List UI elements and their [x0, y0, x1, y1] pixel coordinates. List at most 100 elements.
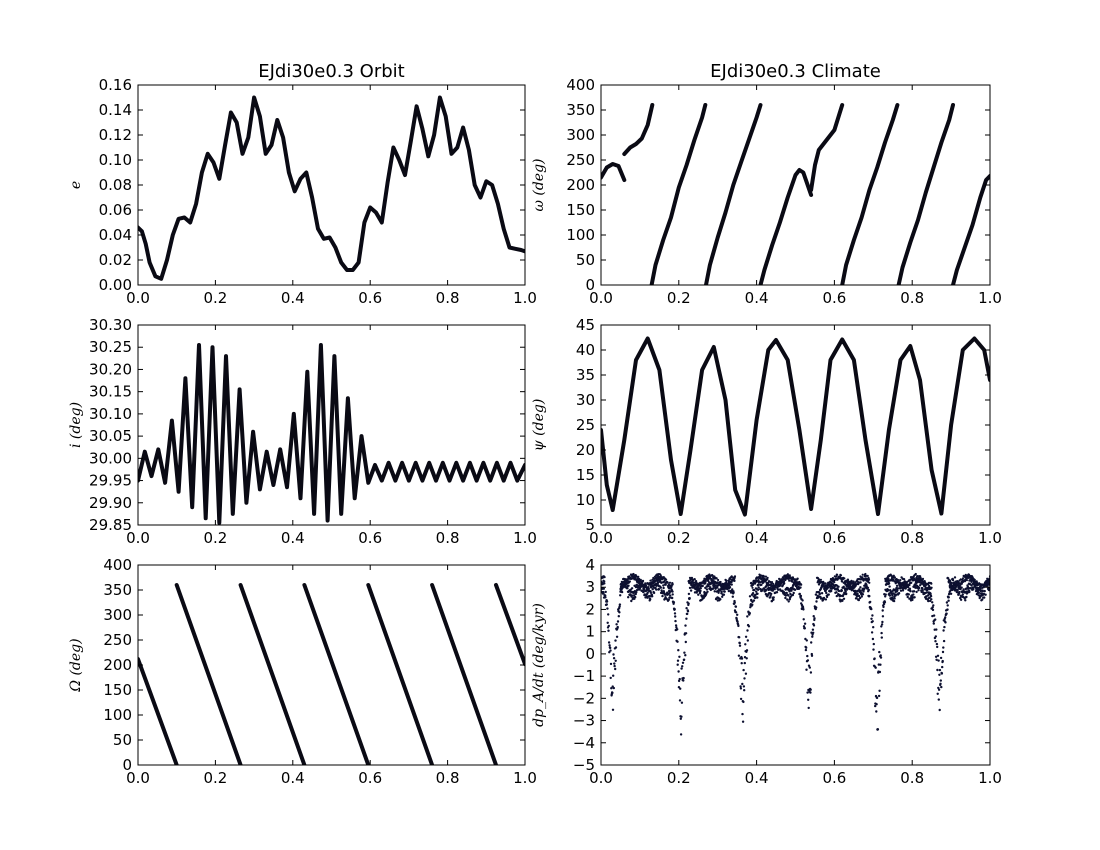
data-point — [801, 599, 804, 602]
data-point — [934, 635, 937, 638]
data-point — [632, 594, 636, 597]
y-tick-label: 300 — [103, 606, 132, 624]
data-point — [973, 581, 976, 584]
data-point — [943, 625, 946, 629]
x-tick-label: 0.8 — [436, 289, 460, 307]
x-tick-label: 0.8 — [436, 529, 460, 547]
y-tick-label: 0.02 — [99, 251, 132, 269]
x-tick-label: 0.6 — [358, 529, 382, 547]
data-point — [908, 587, 912, 590]
data-point — [751, 592, 755, 595]
data-point — [919, 584, 922, 587]
series-line-3 — [302, 583, 371, 765]
panel-climate-omega: 0.0 0.2 0.4 0.6 0.8 1.0 0 50 100 150 200 250 300 350 4… — [531, 61, 1002, 307]
data-point — [972, 588, 975, 591]
y-tick-label: 30.20 — [89, 360, 132, 378]
data-point — [881, 615, 885, 618]
data-point — [938, 668, 942, 672]
y-tick-label: 1 — [585, 623, 595, 641]
data-point — [893, 576, 897, 579]
panel-title: EJdi30e0.3 Orbit — [258, 61, 405, 82]
data-point — [602, 587, 605, 590]
data-point — [936, 668, 939, 672]
data-point — [726, 585, 729, 588]
data-point — [732, 591, 735, 594]
data-point — [881, 609, 884, 612]
data-point — [659, 574, 662, 577]
data-point — [613, 664, 616, 668]
data-point — [870, 617, 873, 620]
y-axis-label: ψ (deg) — [531, 399, 547, 452]
data-point — [841, 599, 844, 602]
data-point — [935, 658, 938, 661]
data-point — [607, 613, 610, 616]
data-point — [793, 588, 797, 591]
data-point — [616, 625, 619, 629]
data-point — [604, 590, 607, 594]
x-tick-label: 0.6 — [358, 289, 382, 307]
data-point — [761, 576, 764, 580]
data-point — [786, 598, 789, 601]
data-point — [603, 576, 606, 579]
data-point — [947, 599, 950, 602]
data-point — [684, 640, 687, 644]
data-point — [739, 685, 742, 688]
data-point — [921, 589, 924, 592]
data-point — [891, 597, 894, 600]
y-tick-label: 30.05 — [89, 427, 132, 445]
data-point — [606, 607, 609, 610]
data-point — [888, 594, 892, 597]
series-line-0 — [138, 343, 525, 525]
data-point — [628, 575, 631, 578]
data-point — [727, 589, 731, 593]
y-tick-label: 20 — [576, 441, 595, 459]
y-tick-label: 30.00 — [89, 449, 132, 467]
data-point — [939, 682, 942, 685]
data-point — [632, 591, 635, 595]
data-point — [664, 583, 667, 586]
data-point — [669, 594, 672, 597]
data-point — [959, 598, 963, 601]
data-point — [662, 586, 665, 590]
data-point — [610, 687, 613, 690]
series-line-5 — [430, 583, 498, 765]
data-point — [972, 577, 975, 581]
y-tick-label: 29.90 — [89, 494, 132, 512]
series-line-1 — [174, 583, 243, 765]
data-point — [719, 580, 722, 584]
data-point — [725, 581, 728, 584]
data-point — [682, 658, 686, 661]
data-point — [811, 628, 815, 631]
data-point — [772, 582, 775, 586]
axes-frame — [600, 564, 991, 766]
data-point — [792, 577, 795, 581]
data-point — [709, 586, 712, 589]
data-point — [617, 615, 620, 618]
y-tick-label: 5 — [585, 516, 595, 534]
data-point — [872, 648, 875, 651]
series-line-0 — [138, 95, 525, 281]
data-point — [857, 594, 861, 598]
data-point — [904, 586, 907, 589]
data-point — [934, 655, 938, 658]
data-point — [741, 720, 745, 723]
data-point — [919, 575, 922, 578]
data-point — [646, 591, 649, 594]
data-point — [887, 588, 890, 592]
series-line-2 — [649, 103, 708, 285]
data-point — [899, 589, 903, 592]
data-point — [685, 617, 688, 620]
y-tick-label: 30.25 — [89, 338, 132, 356]
y-tick-label: 0.10 — [99, 151, 132, 169]
data-point — [716, 586, 719, 589]
data-point — [703, 577, 706, 580]
data-point — [945, 601, 949, 604]
data-point — [824, 598, 828, 601]
data-point — [937, 698, 940, 701]
data-point — [947, 596, 950, 599]
x-tick-label: 0.2 — [203, 289, 227, 307]
data-point — [759, 587, 762, 591]
data-point — [815, 600, 818, 603]
data-point — [837, 585, 840, 588]
data-point — [970, 580, 973, 583]
